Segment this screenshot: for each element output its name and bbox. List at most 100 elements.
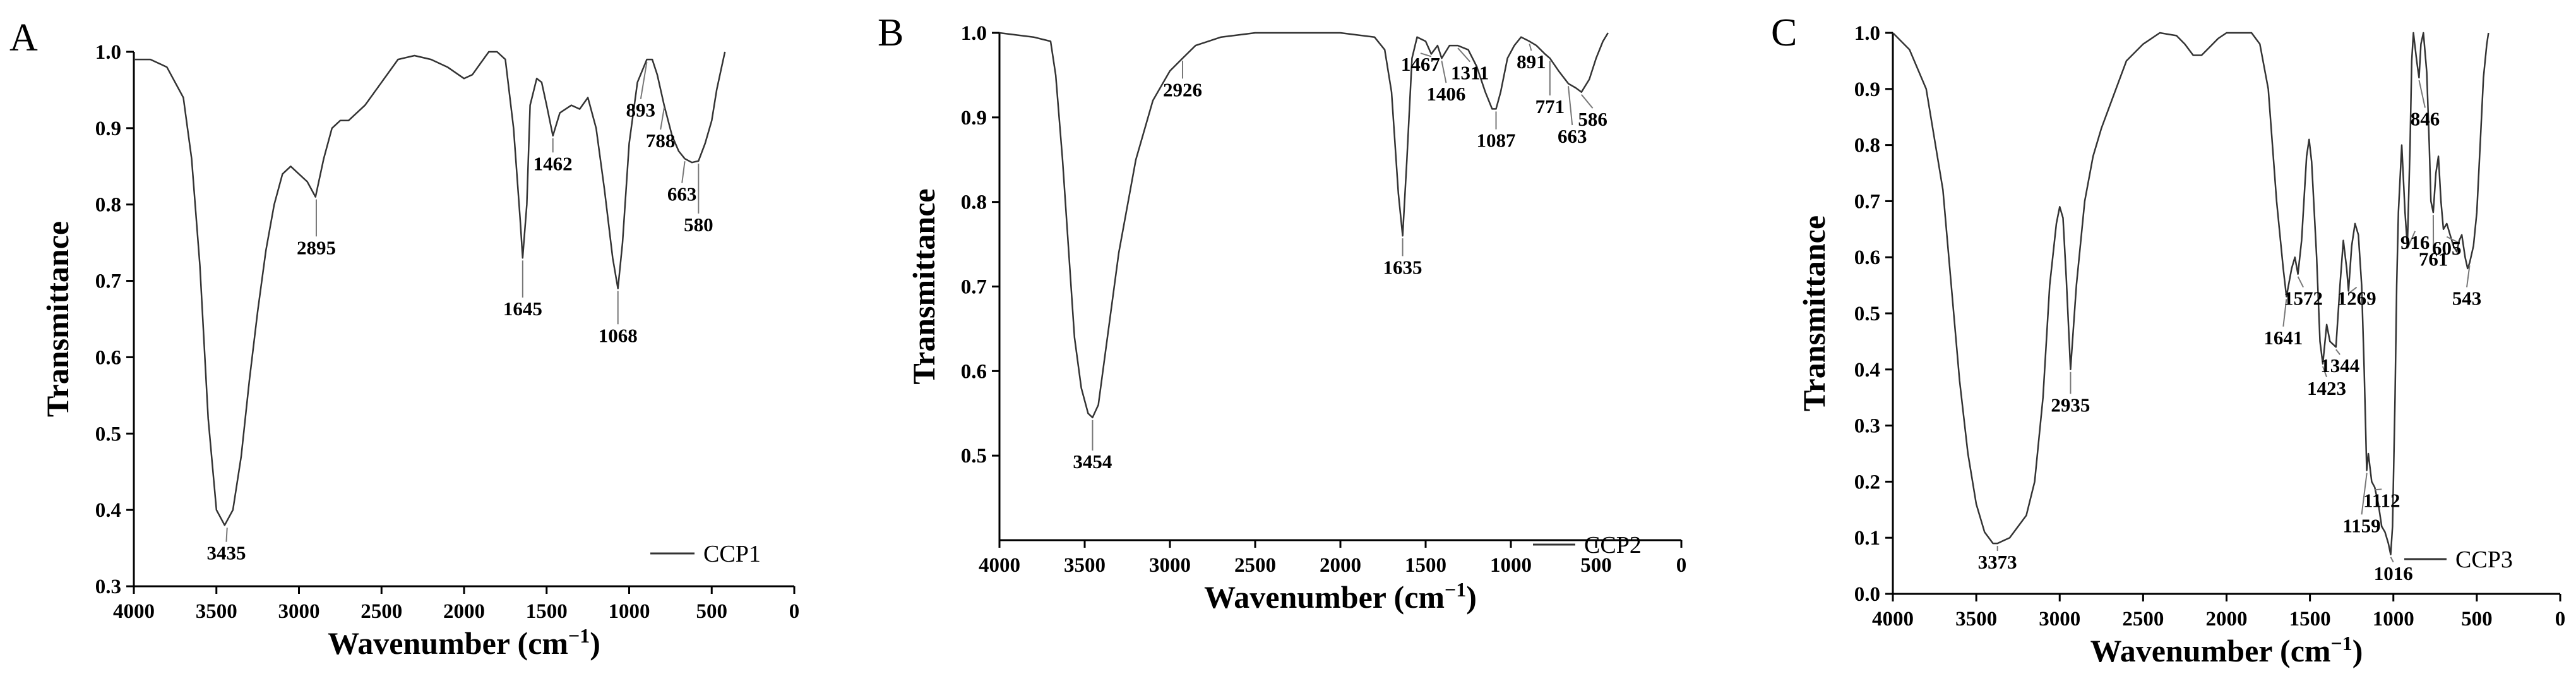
y-axis-title: Transmittance bbox=[1796, 215, 1832, 411]
peak-label-1311: 1311 bbox=[1451, 62, 1489, 84]
legend-label: CCP3 bbox=[2455, 546, 2513, 573]
peak-label-605: 605 bbox=[2432, 237, 2462, 259]
x-tick-label: 500 bbox=[2461, 608, 2493, 631]
peak-leader bbox=[2335, 349, 2340, 355]
x-tick-label: 1000 bbox=[1490, 554, 1532, 577]
peak-leader bbox=[1420, 52, 1432, 57]
peak-leader bbox=[2282, 299, 2287, 327]
peak-label-2895: 2895 bbox=[297, 236, 336, 258]
x-tick-label: 2500 bbox=[361, 600, 402, 623]
y-tick-label: 0.3 bbox=[95, 576, 121, 598]
legend-label: CCP2 bbox=[1584, 532, 1642, 558]
x-tick-label: 3000 bbox=[1149, 554, 1191, 577]
peak-leader bbox=[1457, 47, 1470, 63]
peak-leader bbox=[1567, 86, 1573, 126]
y-tick-label: 0.5 bbox=[961, 445, 987, 468]
chart-panel-c: C 4000 3500 3000 2500 2000 1500 1000 500 0 0.0 0.1 0… bbox=[1771, 11, 2565, 668]
peak-label-3454: 3454 bbox=[1073, 450, 1112, 473]
peak-label-663: 663 bbox=[1558, 125, 1587, 147]
peak-leader bbox=[681, 161, 686, 183]
x-tick-label: 2500 bbox=[1234, 554, 1276, 577]
y-tick-label: 0.6 bbox=[961, 360, 987, 383]
peak-label-1641: 1641 bbox=[2263, 327, 2303, 349]
peak-label-1462: 1462 bbox=[534, 152, 573, 174]
y-tick-label: 1.0 bbox=[1854, 22, 1880, 45]
peak-leader bbox=[2418, 80, 2426, 108]
peak-leader bbox=[2375, 488, 2382, 491]
x-tick-label: 3000 bbox=[2039, 608, 2080, 631]
y-tick-label: 0.9 bbox=[1854, 78, 1880, 101]
y-axis-title: Transmittance bbox=[40, 221, 75, 417]
peak-label-2935: 2935 bbox=[2051, 394, 2090, 416]
peak-label-1635: 1635 bbox=[1383, 256, 1422, 278]
peak-label-663: 663 bbox=[667, 183, 697, 205]
x-tick-label: 2000 bbox=[2206, 608, 2248, 631]
y-tick-label: 1.0 bbox=[961, 22, 987, 45]
peak-leader bbox=[1529, 44, 1532, 51]
peak-leader bbox=[1581, 94, 1594, 109]
y-tick-label: 0.4 bbox=[95, 499, 121, 522]
x-tick-label: 1500 bbox=[526, 600, 568, 623]
x-tick-label: 0 bbox=[2555, 608, 2566, 631]
panel-letter: C bbox=[1771, 11, 1797, 54]
peak-leader bbox=[660, 107, 665, 130]
y-tick-label: 0.5 bbox=[95, 423, 121, 445]
peak-label-788: 788 bbox=[646, 130, 676, 152]
y-tick-label: 0.1 bbox=[1854, 527, 1880, 550]
y-tick-label: 0.8 bbox=[961, 191, 987, 214]
x-tick-label: 4000 bbox=[1872, 608, 1914, 631]
x-tick-label: 3500 bbox=[1064, 554, 1106, 577]
chart-panel-a: A 4000 3500 3000 2500 2000 1500 1000 500 0 0.3 0.4 0… bbox=[9, 16, 799, 661]
series-line-ccp2 bbox=[999, 32, 1609, 419]
peak-label-771: 771 bbox=[1535, 95, 1565, 118]
peak-label-891: 891 bbox=[1517, 51, 1546, 73]
peak-label-1087: 1087 bbox=[1477, 130, 1516, 152]
y-tick-label: 0.9 bbox=[961, 107, 987, 130]
x-tick-label: 3000 bbox=[278, 600, 320, 623]
peak-label-1016: 1016 bbox=[2374, 562, 2413, 584]
y-tick-label: 0.4 bbox=[1854, 359, 1880, 382]
x-axis-title: Wavenumber (cm−1) bbox=[328, 624, 600, 661]
peak-leader bbox=[2297, 276, 2304, 288]
peak-label-1068: 1068 bbox=[599, 324, 638, 346]
y-axis-title: Transmittance bbox=[906, 188, 941, 384]
peak-label-3373: 3373 bbox=[1978, 551, 2017, 573]
peak-label-916: 916 bbox=[2400, 231, 2430, 253]
peak-label-893: 893 bbox=[626, 99, 656, 121]
peak-label-1112: 1112 bbox=[2363, 489, 2400, 511]
y-tick-label: 0.9 bbox=[95, 118, 121, 140]
y-tick-label: 0.7 bbox=[1854, 190, 1880, 213]
x-tick-label: 0 bbox=[789, 600, 800, 623]
peak-leader bbox=[1441, 60, 1447, 83]
x-tick-label: 2500 bbox=[2122, 608, 2164, 631]
y-tick-label: 0.5 bbox=[1854, 303, 1880, 325]
y-tick-label: 0.3 bbox=[1854, 415, 1880, 438]
x-tick-label: 4000 bbox=[113, 600, 155, 623]
peak-leader bbox=[2407, 231, 2416, 249]
peak-leader bbox=[225, 528, 228, 542]
series-line-ccp3 bbox=[1892, 32, 2490, 556]
panel-letter: A bbox=[9, 16, 38, 59]
peak-leader bbox=[2446, 236, 2460, 244]
x-tick-label: 0 bbox=[1676, 554, 1687, 577]
y-tick-label: 0.2 bbox=[1854, 471, 1880, 493]
y-tick-label: 0.7 bbox=[961, 276, 987, 299]
peak-label-1406: 1406 bbox=[1426, 83, 1465, 105]
peak-label-846: 846 bbox=[2411, 108, 2440, 130]
peak-label-1159: 1159 bbox=[2342, 514, 2380, 536]
x-tick-label: 1500 bbox=[1405, 554, 1446, 577]
x-tick-label: 500 bbox=[1580, 554, 1612, 577]
x-tick-label: 1000 bbox=[2373, 608, 2414, 631]
peak-label-761: 761 bbox=[2419, 248, 2448, 270]
peak-leader bbox=[2361, 473, 2368, 515]
x-tick-label: 3500 bbox=[1955, 608, 1997, 631]
peak-label-543: 543 bbox=[2452, 287, 2482, 310]
peak-label-3435: 3435 bbox=[206, 542, 246, 564]
x-axis-title: Wavenumber (cm−1) bbox=[2090, 632, 2363, 668]
x-tick-label: 2000 bbox=[443, 600, 485, 623]
chart-panel-b: B 4000 3500 3000 2500 2000 1500 1000 500 0 0.5 0.6 0… bbox=[878, 11, 1686, 615]
series-line-ccp1 bbox=[134, 51, 726, 526]
peak-label-1572: 1572 bbox=[2284, 287, 2323, 310]
x-tick-label: 500 bbox=[696, 600, 728, 623]
peak-label-1423: 1423 bbox=[2307, 377, 2346, 399]
